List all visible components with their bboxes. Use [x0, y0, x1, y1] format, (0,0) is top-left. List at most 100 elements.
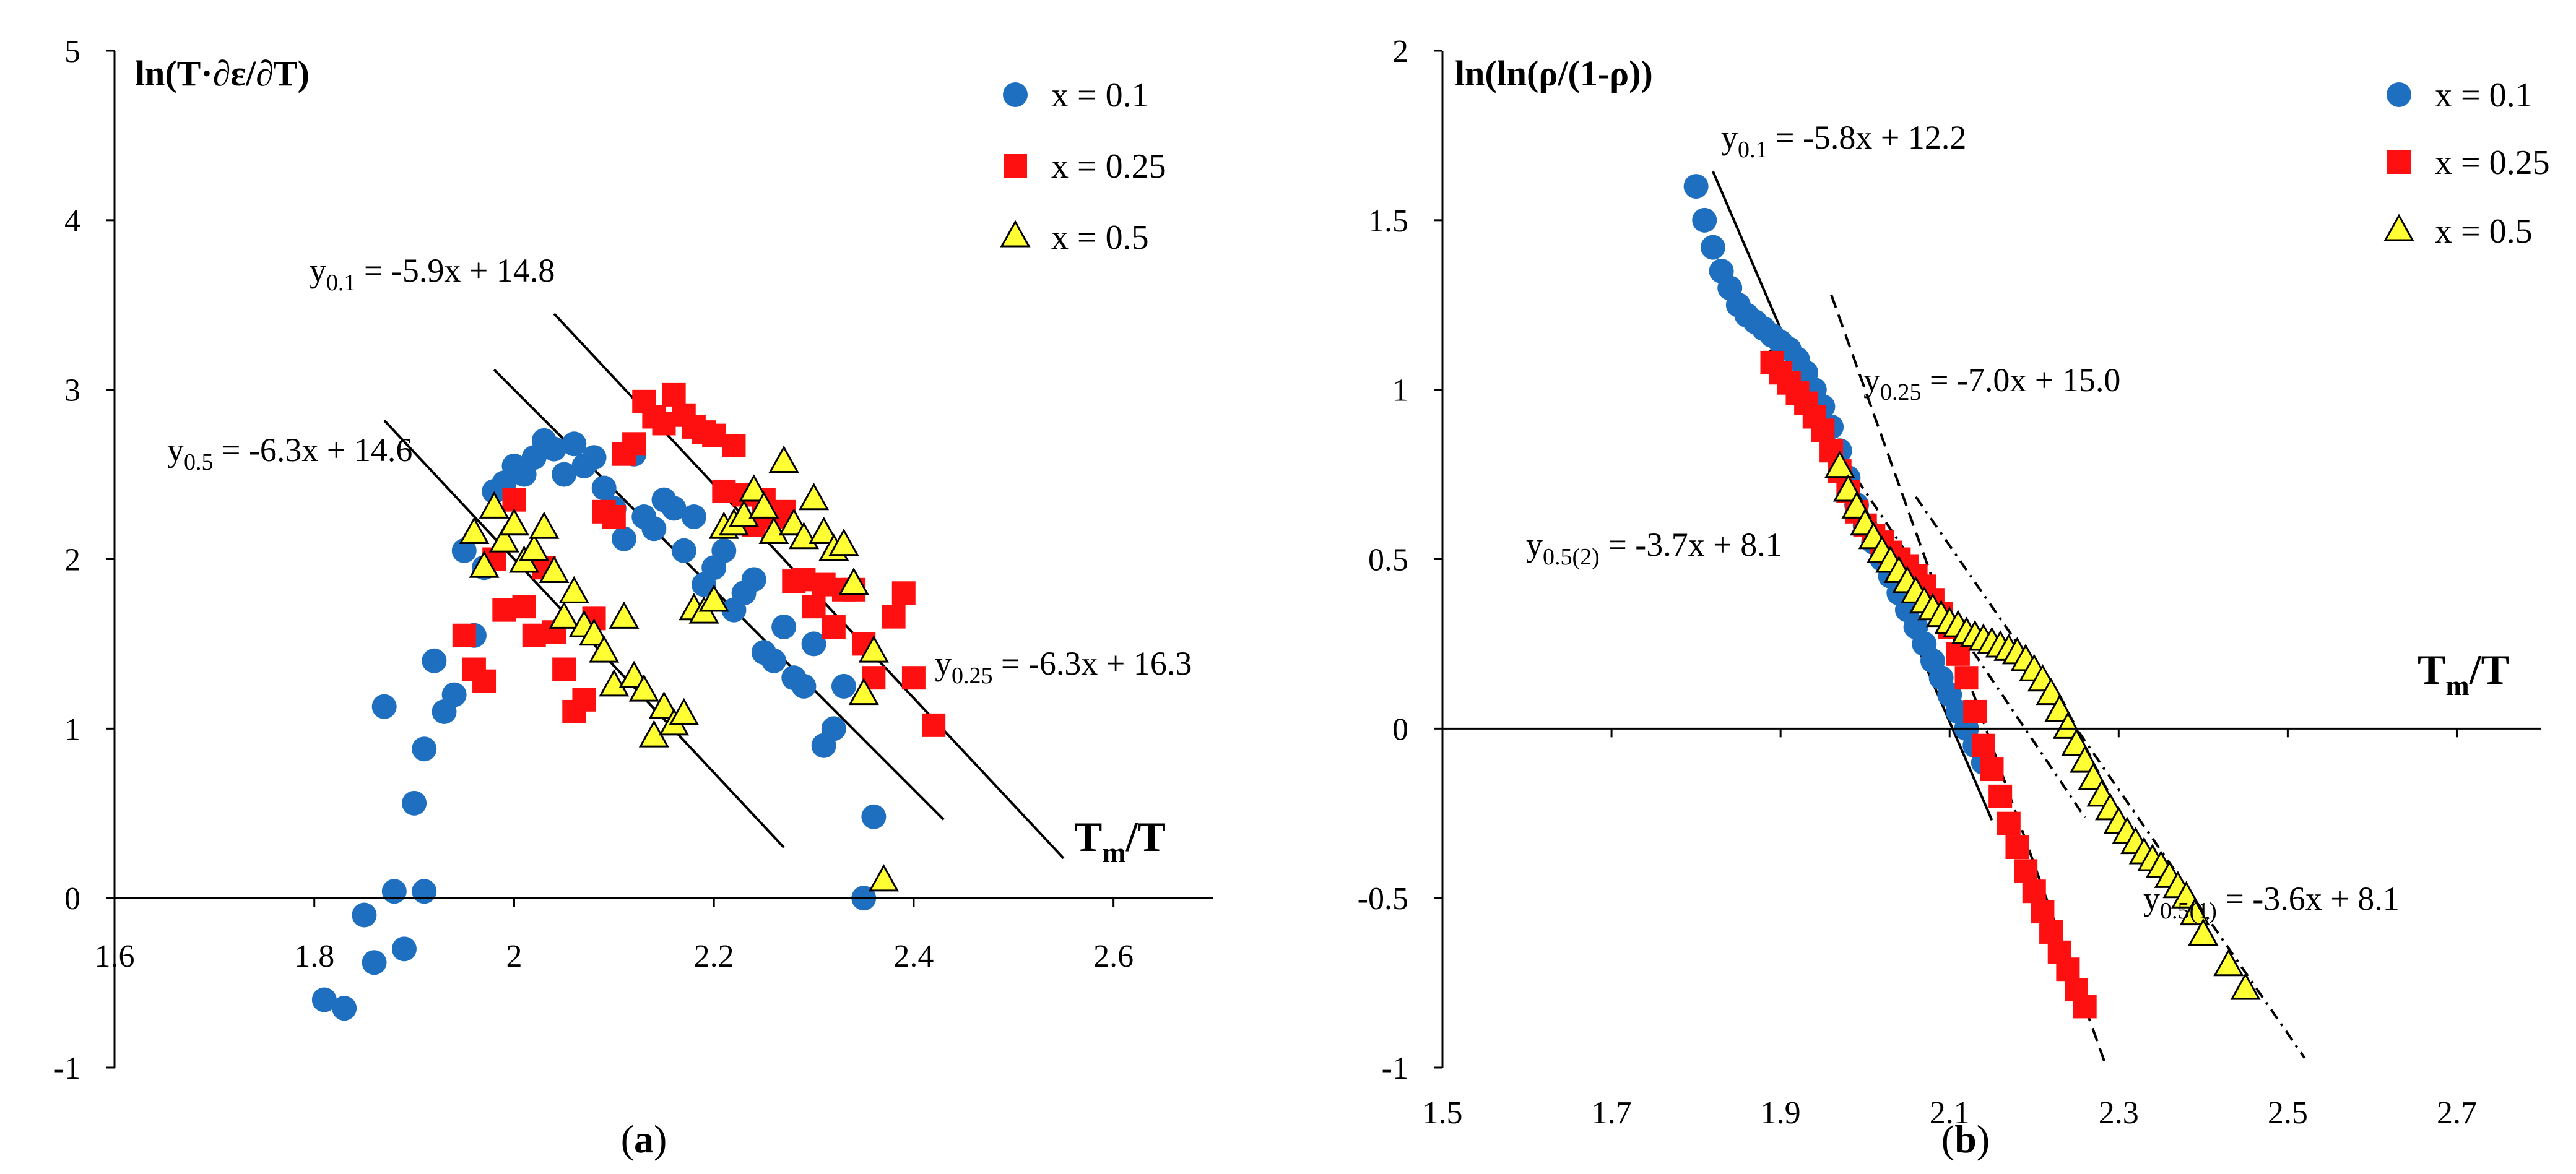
data-point: [502, 488, 526, 512]
data-point: [729, 499, 760, 527]
data-point: [712, 479, 736, 503]
data-point: [512, 595, 536, 619]
fit-equation: y0.1 = -5.8x + 12.2: [1721, 119, 1966, 163]
data-point: [802, 595, 826, 619]
data-point: [479, 491, 510, 519]
data-point: [801, 631, 826, 657]
data-point: [758, 516, 789, 544]
data-point: [1824, 450, 1855, 478]
legend-marker: [2383, 214, 2414, 241]
data-point: [821, 716, 846, 741]
legend-label: x = 0.1: [1051, 76, 1149, 114]
data-point: [838, 567, 869, 595]
legend-marker: [1000, 220, 1031, 248]
fit-equation: y0.25 = -7.0x + 15.0: [1863, 361, 2120, 405]
data-point: [558, 576, 589, 603]
data-point: [352, 902, 377, 928]
data-point: [848, 677, 879, 706]
legend: x = 0.1 x = 0.25 x = 0.5: [2383, 76, 2550, 251]
series-0.5: [459, 445, 900, 892]
data-point: [451, 538, 477, 563]
data-point: [542, 436, 566, 462]
fit-equation: y0.5(1) = -3.6x + 8.1: [2143, 880, 2400, 924]
data-point: [2022, 879, 2046, 904]
data-point: [791, 673, 817, 699]
y-tick-label: 1: [64, 712, 80, 747]
data-point: [498, 508, 530, 536]
data-point: [492, 598, 516, 622]
legend-marker: [1003, 82, 1028, 107]
data-point: [792, 568, 816, 592]
data-point: [459, 516, 490, 544]
x-tick-label: 1.5: [1423, 1095, 1463, 1131]
data-point: [2179, 897, 2210, 926]
x-axis-title: Tm/T: [2418, 646, 2509, 701]
series-0.5: [1824, 450, 2261, 1000]
fit-line-y051: [1914, 496, 2306, 1059]
y-tick-label: -0.5: [1358, 881, 1408, 917]
data-point: [549, 601, 579, 629]
data-point: [572, 688, 596, 712]
legend: x = 0.1 x = 0.25 x = 0.5: [1000, 76, 1166, 257]
data-point: [882, 605, 906, 629]
y-tick-label: 0.5: [1368, 543, 1408, 578]
data-point: [391, 936, 417, 962]
legend-label: x = 0.5: [2435, 212, 2533, 251]
y-tick-label: -1: [1382, 1051, 1408, 1086]
data-point: [402, 790, 427, 816]
legend-label: x = 0.25: [2435, 144, 2550, 182]
y-axis-title: ln(T·∂ε/∂T): [135, 53, 310, 93]
data-point: [771, 615, 797, 640]
data-point: [452, 623, 476, 647]
data-point: [552, 657, 576, 681]
y-tick-label: 3: [64, 373, 80, 408]
data-point: [698, 584, 729, 612]
chart-panel-a: -1 0 1 2 3 4 5 1.6 1.8 2 2.2 2.4 2.6 ln(T·∂ε/∂T) Tm/T x…: [54, 34, 1213, 1161]
x-tick-label: 2.2: [694, 939, 734, 974]
x-tick-label: 1.9: [1761, 1095, 1801, 1131]
legend-marker: [2387, 82, 2411, 107]
y-tick-label: 2: [1392, 34, 1408, 69]
chart-panel-b: -1 -0.5 0 0.5 1 1.5 2 1.5 1.7 1.9 2.1 2.3 2.5 2.7 ln(l…: [1358, 34, 2550, 1161]
data-point: [311, 987, 337, 1012]
data-point: [809, 516, 839, 544]
data-point: [1692, 207, 1717, 233]
data-point: [422, 648, 447, 673]
data-point: [761, 648, 786, 673]
data-point: [2014, 859, 2038, 883]
data-point: [822, 615, 846, 639]
data-point: [722, 434, 746, 458]
data-point: [472, 669, 497, 693]
data-point: [412, 879, 437, 904]
legend-label: x = 0.5: [1051, 218, 1149, 257]
data-point: [739, 474, 770, 502]
y-tick-label: -1: [54, 1051, 80, 1086]
data-point: [529, 511, 560, 539]
data-point: [741, 567, 766, 592]
data-point: [868, 864, 900, 892]
data-point: [858, 635, 889, 663]
data-point: [578, 618, 610, 646]
y-tick-label: 1: [1392, 373, 1408, 408]
data-point: [362, 950, 387, 975]
x-tick-label: 1.8: [294, 939, 334, 974]
panel-label: (a): [621, 1117, 667, 1161]
data-point: [2039, 920, 2063, 944]
data-point: [702, 423, 726, 447]
data-point: [901, 666, 926, 690]
y-tick-label: 1.5: [1368, 204, 1408, 239]
data-point: [611, 526, 636, 551]
x-tick-label: 1.6: [95, 939, 135, 974]
x-tick-label: 2.1: [1930, 1095, 1970, 1131]
data-point: [828, 528, 859, 556]
data-point: [1700, 235, 1725, 260]
legend-marker: [2387, 150, 2411, 174]
data-point: [2188, 918, 2219, 946]
data-point: [661, 496, 687, 521]
data-point: [1954, 666, 1979, 690]
data-point: [1997, 811, 2021, 835]
data-point: [1811, 418, 1835, 442]
data-point: [602, 505, 626, 529]
x-tick-label: 2.5: [2268, 1095, 2308, 1131]
data-point: [599, 669, 630, 697]
